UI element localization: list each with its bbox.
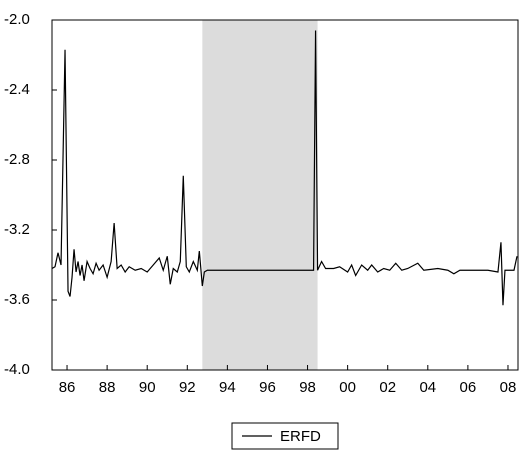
x-tick-label: 06	[460, 379, 477, 396]
x-tick-label: 96	[259, 379, 276, 396]
x-tick-label: 04	[419, 379, 436, 396]
y-tick-label: -3.2	[4, 221, 30, 238]
y-tick-label: -2.8	[4, 151, 30, 168]
series-line	[51, 30, 518, 306]
shaded-region	[202, 20, 318, 370]
x-tick-label: 88	[99, 379, 116, 396]
plot-frame	[51, 19, 519, 371]
x-tick-label: 98	[299, 379, 316, 396]
y-tick-label: -3.6	[4, 291, 30, 308]
x-tick-label: 08	[500, 379, 517, 396]
y-tick-label: -4.0	[4, 361, 30, 378]
legend-label: ERFD	[280, 428, 321, 445]
y-tick-label: -2.0	[4, 11, 30, 28]
x-tick-label: 94	[219, 379, 236, 396]
y-tick-label: -2.4	[4, 81, 30, 98]
x-tick-label: 00	[339, 379, 356, 396]
x-tick-label: 92	[179, 379, 196, 396]
x-tick-label: 86	[59, 379, 76, 396]
x-tick-label: 90	[139, 379, 156, 396]
x-tick-label: 02	[379, 379, 396, 396]
